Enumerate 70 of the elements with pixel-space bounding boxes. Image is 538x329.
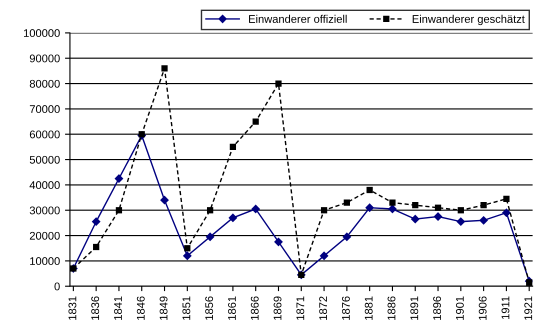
point xyxy=(526,279,532,286)
point xyxy=(275,80,282,87)
x-tick-label: 1866 xyxy=(250,296,259,320)
x-tick-label: 1881 xyxy=(364,296,373,320)
x-tick-label: 1869 xyxy=(274,296,282,320)
point xyxy=(366,186,373,194)
point xyxy=(184,245,190,252)
x-tick-label: 1886 xyxy=(388,296,396,320)
point xyxy=(344,200,350,206)
y-tick-label: 10000 xyxy=(30,257,60,266)
y-tick-label: 100000 xyxy=(24,29,60,38)
point xyxy=(206,232,214,241)
y-tick-label: 40000 xyxy=(30,181,60,190)
point xyxy=(92,218,100,226)
point xyxy=(502,208,511,217)
x-tick-label: 1876 xyxy=(342,296,350,320)
point xyxy=(456,218,465,226)
point xyxy=(252,204,260,214)
point xyxy=(366,204,374,212)
point xyxy=(93,244,100,250)
point xyxy=(320,252,328,260)
point xyxy=(114,174,124,183)
legend-label: Einwanderer offiziell xyxy=(249,14,347,23)
x-tick-label: 1896 xyxy=(433,296,442,320)
legend-label: Einwanderer geschätzt xyxy=(412,14,525,26)
point xyxy=(160,196,169,204)
x-tick-label: 1849 xyxy=(160,296,168,320)
x-tick-label: 1861 xyxy=(228,296,236,320)
point xyxy=(480,202,487,208)
point xyxy=(411,214,420,224)
y-tick-label: 20000 xyxy=(30,232,60,240)
point xyxy=(183,252,192,260)
y-tick-label: 80000 xyxy=(30,80,60,88)
x-tick-label: 1836 xyxy=(91,296,100,320)
x-tick-label: 1872 xyxy=(319,296,328,320)
x-tick-label: 1906 xyxy=(478,296,487,320)
x-tick-label: 1841 xyxy=(114,296,122,320)
point xyxy=(342,232,351,241)
x-tick-label: 1901 xyxy=(456,296,464,320)
point xyxy=(206,207,214,214)
point xyxy=(274,238,283,246)
point xyxy=(320,207,328,214)
point xyxy=(252,118,259,125)
point xyxy=(434,212,442,221)
point xyxy=(161,65,168,72)
x-tick-label: 1831 xyxy=(68,296,76,320)
x-tick-label: 1891 xyxy=(410,296,418,320)
point xyxy=(389,200,396,206)
point xyxy=(503,196,510,202)
x-tick-label: 1871 xyxy=(296,296,304,320)
x-tick-label: 1911 xyxy=(502,296,510,319)
point xyxy=(228,214,238,222)
point xyxy=(434,204,442,211)
x-tick-label: 1856 xyxy=(205,296,214,320)
point xyxy=(388,204,397,214)
y-tick-label: 90000 xyxy=(30,54,60,62)
y-tick-label: 30000 xyxy=(30,206,60,214)
y-tick-label: 70000 xyxy=(30,105,60,114)
point xyxy=(458,207,464,214)
y-tick-label: 0 xyxy=(54,282,60,290)
y-tick-label: 60000 xyxy=(30,130,60,138)
x-tick-label: 1851 xyxy=(182,296,190,320)
point xyxy=(138,131,145,138)
point xyxy=(116,207,122,214)
point xyxy=(230,144,236,150)
x-tick-label: 1921 xyxy=(524,296,532,320)
y-tick-label: 50000 xyxy=(30,156,60,164)
point xyxy=(479,216,488,224)
point xyxy=(412,202,418,208)
x-tick-label: 1846 xyxy=(136,296,145,320)
